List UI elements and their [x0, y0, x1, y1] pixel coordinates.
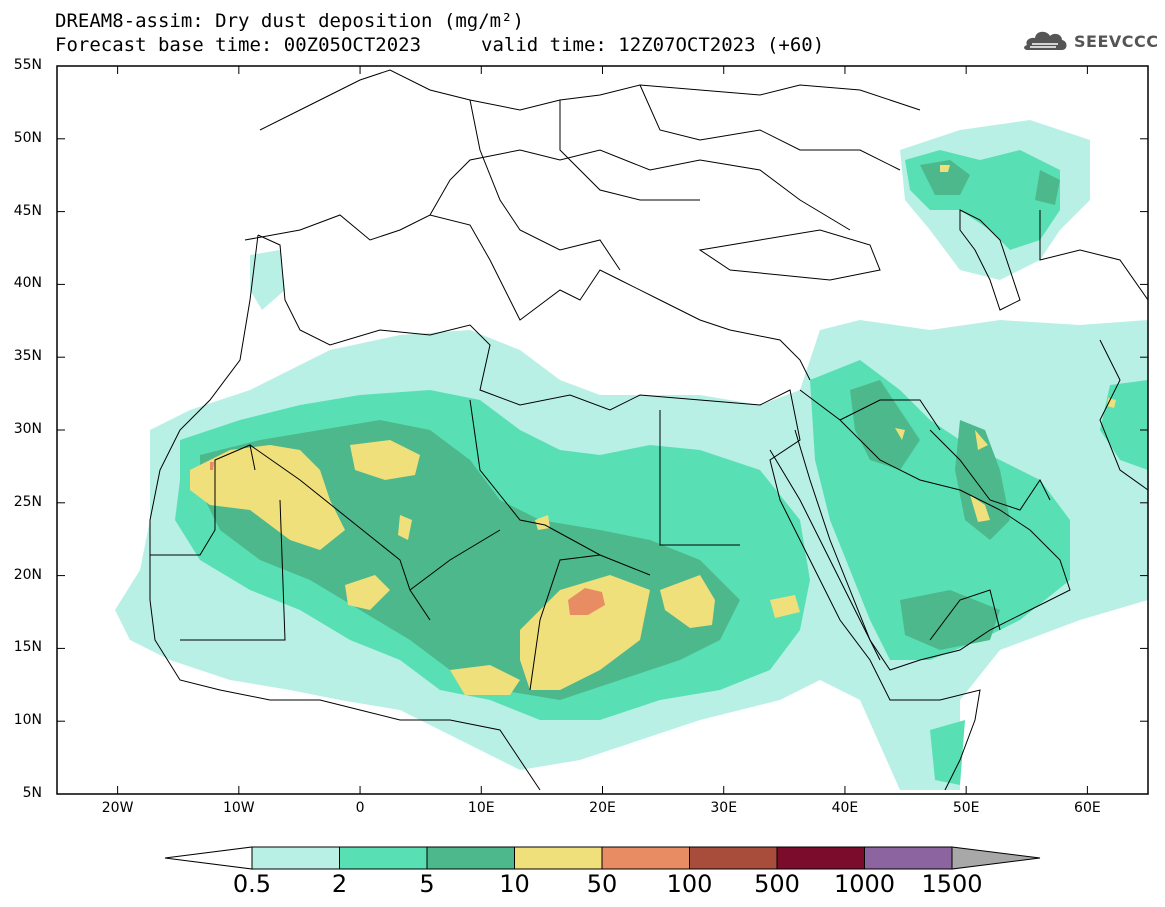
logo-text: SEEVCCC	[1074, 31, 1159, 51]
sahara-border-7	[150, 444, 256, 556]
colorbar-threshold-label: 1500	[921, 870, 983, 898]
black-sea-coast	[698, 229, 881, 281]
colorbar	[164, 846, 1041, 870]
colorbar-box	[514, 846, 603, 870]
colorbar-threshold-label: 10	[499, 870, 530, 898]
lat-label: 45N	[13, 202, 42, 219]
valid-time: valid time: 12Z07OCT2023 (+60)	[481, 34, 825, 56]
lat-label: 30N	[13, 421, 42, 437]
gulf-coast	[929, 429, 1051, 511]
colorbar-box	[251, 846, 340, 870]
cloud-icon	[1024, 31, 1067, 50]
forecast-base-time: Forecast base time: 00Z05OCT2023	[55, 34, 422, 56]
sahara-border-6	[409, 529, 501, 591]
sahara-border-5	[529, 554, 601, 691]
europe-border-2	[469, 99, 621, 271]
colorbar-threshold-label: 0.5	[232, 870, 272, 898]
lon-label: 60E	[1074, 800, 1101, 816]
seevccc-logo: SEEVCCC	[1018, 26, 1159, 56]
lon-label: 0	[355, 800, 365, 816]
lat-label: 55N	[13, 57, 42, 73]
lat-label: 20N	[13, 566, 42, 583]
lat-label: 40N	[13, 275, 42, 292]
colorbar-threshold-label: 1000	[833, 870, 896, 898]
dust-level-10	[190, 165, 1116, 695]
arabia-border-1	[839, 399, 941, 431]
europe-coastline	[244, 214, 811, 381]
europe-north	[259, 69, 921, 131]
lon-label: 10W	[222, 800, 255, 816]
lat-label: 25N	[13, 493, 42, 510]
lon-label: 20E	[589, 800, 616, 816]
dust-field-layer	[115, 120, 1148, 790]
lat-label: 10N	[13, 712, 42, 729]
caspian-coast	[959, 209, 1021, 311]
colorbar-threshold-label: 50	[586, 870, 618, 898]
west-africa-coastline	[149, 234, 541, 791]
europe-border-3	[559, 100, 700, 201]
axis-ticks	[57, 65, 1148, 795]
map-title: DREAM8-assim: Dry dust deposition (mg/m²…	[55, 10, 524, 32]
arabia-coastline	[794, 389, 1071, 671]
lat-label: 50N	[13, 129, 42, 146]
colorbar-box	[776, 846, 865, 870]
lon-label: 50E	[952, 800, 980, 816]
lon-label: 10E	[467, 800, 495, 816]
colorbar-over-triangle	[951, 846, 1041, 870]
asia-border-1	[1039, 210, 1148, 301]
colorbar-threshold-label: 2	[331, 870, 348, 898]
colorbar-box	[864, 846, 953, 870]
arabia-border-2	[929, 589, 1001, 641]
sahara-border-3	[469, 399, 651, 576]
lon-label: 20W	[101, 800, 134, 816]
asia-border-2	[1099, 339, 1148, 491]
colorbar-box	[426, 846, 515, 870]
sahara-border-1	[249, 444, 431, 621]
colorbar-threshold-label: 100	[666, 870, 713, 898]
red-sea-east	[769, 449, 881, 661]
lon-label: 30E	[710, 800, 738, 816]
lon-label: 40E	[831, 800, 859, 816]
country-borders	[149, 69, 1148, 791]
colorbar-box	[601, 846, 690, 870]
africa-coastline	[257, 234, 981, 791]
colorbar-box	[339, 846, 428, 870]
colorbar-under-triangle	[164, 846, 253, 870]
lat-label: 35N	[13, 348, 42, 365]
colorbar-threshold-label: 500	[754, 870, 800, 898]
europe-border-4	[639, 84, 901, 171]
lat-label: 5N	[22, 785, 42, 801]
sahara-border-2	[180, 499, 286, 641]
europe-border-1	[429, 149, 851, 231]
lat-label: 15N	[13, 639, 42, 656]
colorbar-box	[689, 846, 778, 870]
dust-level-50	[210, 462, 605, 615]
colorbar-threshold-label: 5	[419, 870, 435, 898]
sahara-border-4	[659, 410, 740, 546]
